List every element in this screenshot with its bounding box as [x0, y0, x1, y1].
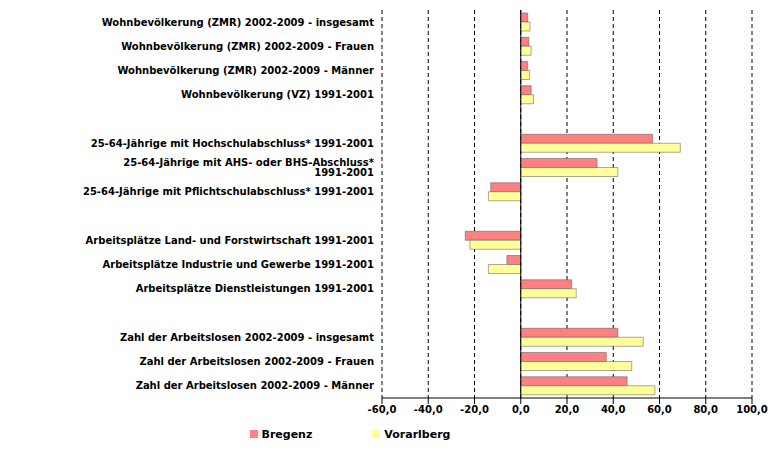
- svg-text:20,0: 20,0: [555, 404, 580, 415]
- svg-text:25-64-Jährige mit Hochschulabs: 25-64-Jährige mit Hochschulabschluss* 19…: [91, 138, 374, 149]
- svg-text:40,0: 40,0: [601, 404, 626, 415]
- html-text:Bregenz: Bregenz: [261, 428, 313, 441]
- svg-text:-40,0: -40,0: [414, 404, 443, 415]
- svg-text:25-64-Jährige mit AHS- oder BH: 25-64-Jährige mit AHS- oder BHS-Abschlus…: [123, 157, 374, 178]
- svg-text:25-64-Jährige mit Pflichtschul: 25-64-Jährige mit Pflichtschulabschluss*…: [83, 186, 374, 197]
- svg-text:60,0: 60,0: [647, 404, 672, 415]
- html-text:Vorarlberg: Vorarlberg: [384, 428, 451, 441]
- svg-text:Wohnbevölkerung (ZMR) 2002-200: Wohnbevölkerung (ZMR) 2002-2009 - insges…: [102, 17, 375, 28]
- svg-text:0,0: 0,0: [512, 404, 530, 415]
- svg-text:Arbeitsplätze Land- und Forstw: Arbeitsplätze Land- und Forstwirtschaft …: [86, 235, 374, 246]
- svg-text:Arbeitsplätze Dienstleistungen: Arbeitsplätze Dienstleistungen 1991-2001: [136, 283, 374, 294]
- svg-text:-60,0: -60,0: [368, 404, 397, 415]
- svg-text:Arbeitsplätze Industrie und Ge: Arbeitsplätze Industrie und Gewerbe 1991…: [103, 259, 375, 270]
- svg-text:Zahl der Arbeitslosen 2002-200: Zahl der Arbeitslosen 2002-2009 - Männer: [136, 380, 374, 391]
- svg-text:Zahl der Arbeitslosen 2002-200: Zahl der Arbeitslosen 2002-2009 - Frauen: [139, 356, 374, 367]
- svg-text:-20,0: -20,0: [460, 404, 489, 415]
- svg-text:Wohnbevölkerung (ZMR) 2002-200: Wohnbevölkerung (ZMR) 2002-2009 - Männer: [117, 65, 374, 76]
- svg-text:Wohnbevölkerung (ZMR) 2002-200: Wohnbevölkerung (ZMR) 2002-2009 - Frauen: [121, 41, 374, 52]
- svg-text:Zahl der Arbeitslosen 2002-200: Zahl der Arbeitslosen 2002-2009 - insges…: [120, 332, 374, 343]
- svg-text:100,0: 100,0: [736, 404, 768, 415]
- svg-text:Wohnbevölkerung (VZ) 1991-2001: Wohnbevölkerung (VZ) 1991-2001: [181, 89, 374, 100]
- svg-text:80,0: 80,0: [693, 404, 718, 415]
